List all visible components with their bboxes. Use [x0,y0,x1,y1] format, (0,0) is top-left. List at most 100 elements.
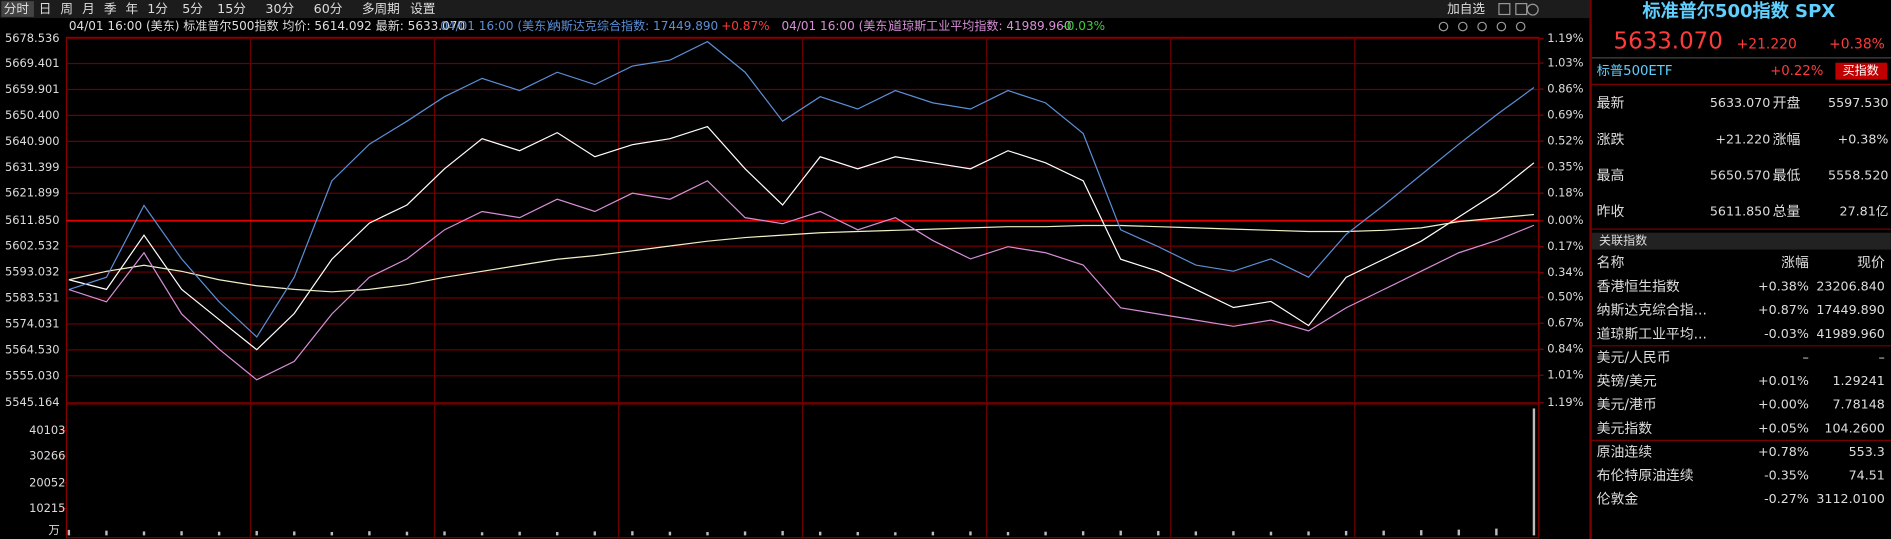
volume-bar [593,531,596,536]
volume-bar [1044,531,1047,536]
y2-tick-label: 0.18% [1547,186,1583,200]
related-name[interactable]: 香港恒生指数 [1597,279,1680,295]
stat-label: 最高 [1597,167,1625,184]
buy-button[interactable] [1835,62,1888,80]
stat-value: 5558.520 [1828,168,1888,183]
icon[interactable] [1438,21,1449,32]
related-name[interactable]: 纳斯达克综合指... [1597,303,1707,319]
related-price: 3112.0100 [1816,491,1884,506]
icon[interactable] [1477,21,1487,32]
etf-change: +0.22% [1770,64,1823,79]
buy-button-label[interactable]: 买指数 [1843,63,1879,78]
related-name[interactable]: 伦敦金 [1597,492,1639,508]
volume-bar [1194,531,1198,536]
y-tick-label: 5659.901 [5,82,60,96]
volume-bar [1119,530,1122,536]
volume-bar [706,531,709,536]
volume-tick-label: 30266 [29,449,65,463]
volume-bar [1157,530,1160,536]
volume-bar [67,529,71,536]
icon[interactable] [1496,21,1507,32]
period-button[interactable]: 15分 [217,1,246,16]
y2-tick-label: 1.19% [1547,31,1583,45]
y-tick-label: 5621.899 [5,186,60,200]
compare-change: -0.03% [1062,19,1105,33]
period-button[interactable]: 1分 [147,1,168,16]
y-tick-label: 5611.850 [5,213,60,227]
related-price: – [1879,349,1885,364]
y-tick-label: 5640.900 [5,134,60,148]
quote-change-pct: +0.38% [1829,37,1885,53]
volume-bar [255,530,258,536]
volume-bar [1081,531,1085,536]
y2-tick-label: 0.50% [1547,290,1583,304]
period-button[interactable]: 60分 [314,1,343,16]
related-price: 74.51 [1849,468,1885,483]
volume-bar [1382,530,1385,536]
y-tick-label: 5574.031 [5,316,60,330]
icon[interactable] [1457,21,1468,32]
related-change: -0.35% [1764,468,1809,483]
volume-bar [405,531,409,536]
period-button[interactable]: 5分 [182,1,203,16]
volume-bar [1006,531,1010,536]
related-price: 41989.960 [1816,326,1884,341]
etf-name[interactable]: 标普500ETF [1597,63,1673,79]
panel-divider [1589,0,1592,539]
related-name[interactable]: 美元/港币 [1597,397,1657,413]
period-button[interactable]: 季 [104,1,117,16]
related-name[interactable]: 美元指数 [1597,421,1653,437]
related-name[interactable]: 道琼斯工业平均... [1597,326,1707,342]
period-button[interactable]: 多周期 [362,1,400,16]
related-change: +0.00% [1758,397,1809,412]
y-tick-label: 5602.532 [5,239,60,253]
icon[interactable] [1526,3,1539,16]
compare-time: 04/01 16:00 (美东) [782,19,893,33]
add-watchlist[interactable]: 加自选 [1447,1,1485,16]
related-header: 名称 [1597,255,1625,271]
icon[interactable] [1515,21,1526,32]
related-header: 涨幅 [1781,255,1809,271]
y-tick-label: 5650.400 [5,108,60,122]
related-name[interactable]: 原油连续 [1597,444,1653,460]
related-change: – [1803,349,1809,364]
period-button[interactable]: 年 [126,1,139,16]
toolbar-bg [0,0,1590,19]
volume-bar [1344,530,1348,536]
period-button[interactable]: 分时 [4,1,30,16]
y2-tick-label: 0.67% [1547,316,1583,330]
related-change: +0.87% [1758,302,1809,317]
series-line [68,40,1535,338]
period-button[interactable]: 月 [82,1,95,16]
icon[interactable] [1515,3,1528,16]
related-change: +0.05% [1758,420,1809,435]
related-name[interactable]: 英镑/美元 [1597,373,1657,390]
icon[interactable] [1498,3,1511,16]
related-price: 17449.890 [1816,302,1884,317]
y2-tick-label: 0.69% [1547,108,1583,122]
period-button[interactable]: 日 [39,1,52,16]
stat-value: 27.81亿 [1840,204,1889,219]
volume-bar [1269,531,1273,536]
related-name[interactable]: 布伦特原油连续 [1597,468,1694,484]
period-button[interactable]: 设置 [410,1,435,16]
related-title: 关联指数 [1599,233,1647,248]
stat-label: 开盘 [1773,95,1801,112]
info-main: 04/01 16:00 (美东) 标准普尔500指数 均价: 5614.092 … [69,18,465,33]
compare-change: +0.87% [721,19,769,33]
volume-bar [180,531,183,536]
related-name[interactable]: 美元/人民币 [1597,350,1671,366]
volume-bar [631,531,634,536]
y2-tick-label: 1.19% [1547,395,1583,409]
period-button[interactable]: 周 [60,1,73,16]
volume-bar [1457,529,1461,536]
related-change: +0.38% [1758,278,1809,293]
volume-bar [293,531,296,536]
stat-value: 5633.070 [1710,95,1770,110]
y2-tick-label: 0.35% [1547,160,1583,174]
stat-value: +0.38% [1838,131,1889,146]
volume-bar [743,531,747,536]
stat-label: 总量 [1773,204,1801,220]
tool-icons [1438,3,1539,32]
period-button[interactable]: 30分 [265,1,294,16]
